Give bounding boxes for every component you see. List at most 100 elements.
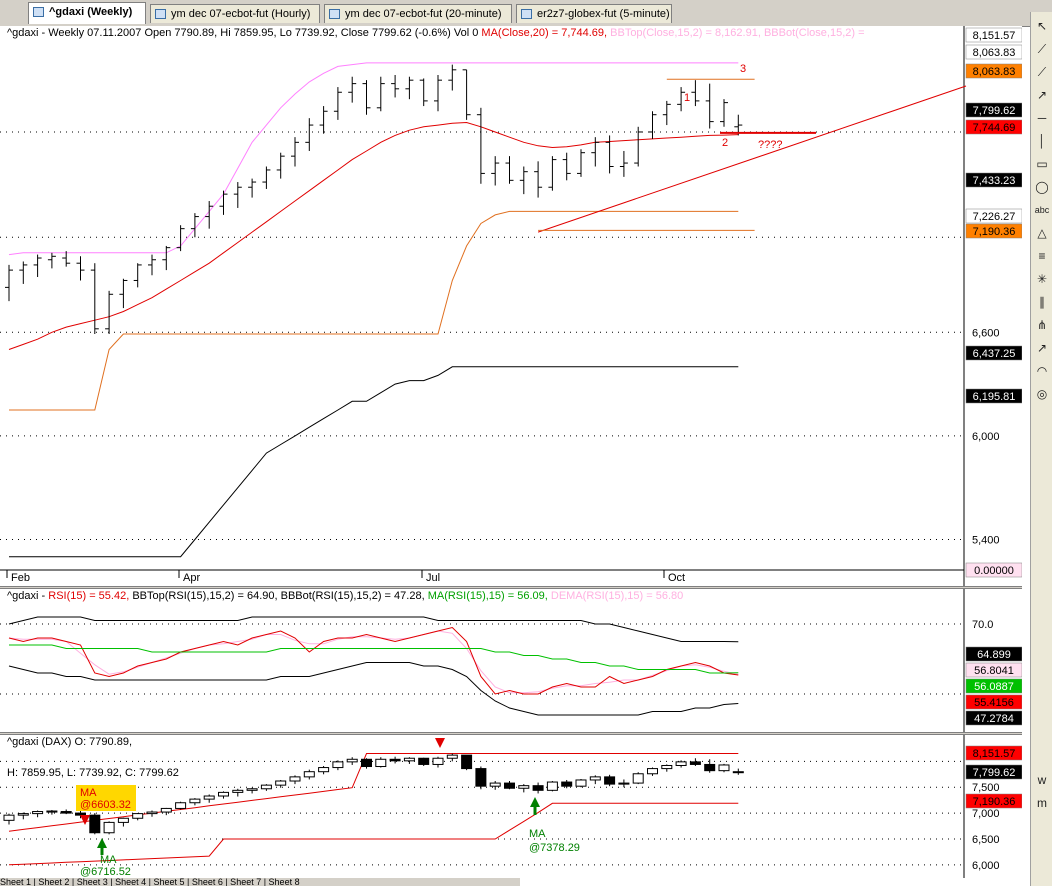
candle-body <box>361 758 372 768</box>
rsi-tick-label: 70.0 <box>972 619 993 631</box>
hline-icon[interactable]: ─ <box>1037 111 1047 125</box>
price-axis-box <box>965 208 1022 224</box>
vline-icon[interactable]: │ <box>1038 134 1046 148</box>
pointer-icon[interactable]: ↖ <box>1036 19 1048 33</box>
rsi-axis-label: 55.4156 <box>974 697 1014 709</box>
rsi-info-line: ^gdaxi - RSI(15) = 55.42, BBTop(RSI(15),… <box>7 590 683 602</box>
cycle-icon[interactable]: ◠ <box>1036 364 1048 378</box>
wave-icon[interactable]: w <box>1037 773 1047 787</box>
pitchfork-icon[interactable]: ⋔ <box>1036 318 1048 332</box>
circle-tool-icon[interactable]: ◎ <box>1036 387 1048 401</box>
text-icon[interactable]: abc <box>1034 205 1050 215</box>
candle-body <box>132 813 144 819</box>
dax-tick-label: 6,500 <box>972 834 1000 846</box>
candle-body <box>175 802 187 809</box>
candle-body <box>318 767 330 773</box>
ellipse-icon[interactable]: ◯ <box>1035 180 1049 194</box>
extended-line-icon[interactable]: ↗ <box>1036 88 1048 102</box>
ma20-line <box>8 121 739 350</box>
wave-1-label: 1 <box>684 92 690 104</box>
price-axis-box <box>965 388 1022 404</box>
candle-body <box>89 814 101 834</box>
candle-body <box>232 789 244 793</box>
chart-tab-icon <box>329 9 340 19</box>
rsi-bbbot-legend-text: BBBot(RSI(15),15,2) = 47.28, <box>280 590 425 602</box>
x-axis-label: Oct <box>668 572 685 584</box>
rsi-dema-legend-text: DEMA(RSI(15),15) = 56.80 <box>550 590 684 602</box>
rsi-axis-label: 56.8041 <box>974 665 1014 677</box>
triangle-icon[interactable]: △ <box>1037 226 1047 240</box>
candle-body <box>203 795 215 800</box>
signal-value-top: @6603.32 <box>80 799 131 811</box>
dax-info-line2: H: 7859.95, L: 7739.92, C: 7799.62 <box>7 767 179 779</box>
price-axis-label: 0.00000 <box>974 565 1014 577</box>
line-icon[interactable]: ⟋ <box>1037 42 1047 56</box>
x-axis-label: Jul <box>426 572 440 584</box>
rsi-line <box>8 626 739 695</box>
price-axis-box <box>965 27 1022 43</box>
rsi-bbbot-line <box>8 662 739 716</box>
arrow-icon[interactable]: ↗ <box>1036 341 1048 355</box>
channel-icon[interactable]: ∥ <box>1039 295 1045 309</box>
rsi-axis-box <box>965 694 1022 710</box>
candle-body <box>346 758 358 763</box>
dax-info-line1: ^gdaxi (DAX) O: 7790.89, <box>7 736 133 748</box>
tab-bar: ^gdaxi (Weekly) ym dec 07-ecbot-fut (Hou… <box>0 0 1052 27</box>
tab-label: er2z7-globex-fut (5-minute) <box>537 8 670 20</box>
candle-body <box>589 776 601 781</box>
price-info-line: ^gdaxi - Weekly 07.11.2007 Open 7790.89,… <box>7 27 865 39</box>
signal-ma-bottom: MA <box>100 854 117 866</box>
dax-panel[interactable]: ^gdaxi (DAX) O: 7790.89, H: 7859.95, L: … <box>0 735 1022 878</box>
candle-body <box>504 782 515 789</box>
buy-arrow-icon <box>530 797 540 807</box>
sell-arrow-icon <box>435 738 445 748</box>
price-axis-label: 7,744.69 <box>973 122 1016 134</box>
tab-er2z7-5min[interactable]: er2z7-globex-fut (5-minute) <box>516 4 672 23</box>
signal-box-top <box>76 785 136 811</box>
ray-icon[interactable]: ⟋ <box>1037 65 1047 79</box>
bbbot-legend-text: BBBot(Close,15,2) = <box>763 27 865 39</box>
fib-icon[interactable]: ≡ <box>1038 249 1046 263</box>
zigzag-icon[interactable]: m <box>1037 796 1047 810</box>
dax-axis-label: 7,190.36 <box>973 796 1016 808</box>
candle-body <box>632 773 644 784</box>
candle-body <box>604 776 616 785</box>
dax-tick-label: 6,000 <box>972 860 1000 872</box>
candle-body <box>189 798 201 804</box>
rsi-ma-legend-text: MA(RSI(15),15) = 56.09, <box>427 590 548 602</box>
candle-body <box>289 776 301 782</box>
price-panel[interactable]: ^gdaxi - Weekly 07.11.2007 Open 7790.89,… <box>0 26 1022 588</box>
rectangle-icon[interactable]: ▭ <box>1036 157 1048 171</box>
gann-icon[interactable]: ✳ <box>1036 272 1048 286</box>
rsi-dema-line <box>8 630 739 694</box>
price-axis-label: 8,063.83 <box>973 47 1016 59</box>
candle-body <box>146 811 158 815</box>
candle-body <box>732 771 744 774</box>
tab-ym-hourly[interactable]: ym dec 07-ecbot-fut (Hourly) <box>150 4 320 23</box>
sheet-tabs[interactable]: Sheet 1 | Sheet 2 | Sheet 3 | Sheet 4 | … <box>0 878 520 886</box>
candle-body <box>461 754 473 770</box>
rsi-axis-label: 47.2784 <box>974 713 1014 725</box>
rsi-chart-svg: 70.0 64.899 56.8041 56.0887 55.4156 47.2784 <box>0 589 1022 733</box>
candle-body <box>3 814 15 821</box>
candle-body <box>689 761 701 765</box>
candle-body <box>618 782 630 785</box>
signal-ma-top: MA <box>80 787 97 799</box>
panel-divider[interactable] <box>0 732 1022 735</box>
dax-axis-label: 8,151.57 <box>973 748 1016 760</box>
candle-body <box>403 757 415 762</box>
sell-arrow-icon <box>80 815 90 825</box>
dax-tick-label: 7,500 <box>972 782 1000 794</box>
rsi-panel[interactable]: ^gdaxi - RSI(15) = 55.42, BBTop(RSI(15),… <box>0 589 1022 733</box>
candle-body <box>518 785 530 789</box>
rsi-axis-box <box>965 678 1022 694</box>
candle-body <box>160 807 172 813</box>
dax-channel-top <box>8 753 739 832</box>
tab-ym-20min[interactable]: ym dec 07-ecbot-fut (20-minute) <box>324 4 512 23</box>
drawing-toolbar: ↖ ⟋ ⟋ ↗ ─ │ ▭ ◯ abc △ ≡ ✳ ∥ ⋔ ↗ ◠ ◎ w m <box>1030 12 1052 886</box>
panel-divider[interactable] <box>0 586 1022 589</box>
candle-body <box>661 764 673 770</box>
tab-gdaxi-weekly[interactable]: ^gdaxi (Weekly) <box>28 2 146 24</box>
tab-label: ym dec 07-ecbot-fut (Hourly) <box>171 8 311 20</box>
dax-tick-label: 7,000 <box>972 808 1000 820</box>
